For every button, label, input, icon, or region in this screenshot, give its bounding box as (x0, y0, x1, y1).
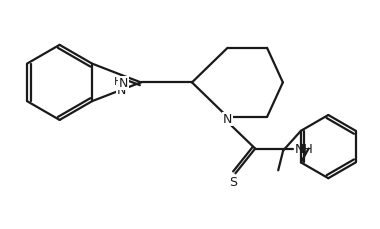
Text: N: N (119, 77, 128, 90)
Text: H: H (114, 76, 123, 87)
Text: NH: NH (295, 142, 314, 155)
Text: N: N (223, 113, 232, 126)
Text: N: N (117, 84, 126, 97)
Text: S: S (230, 175, 238, 188)
